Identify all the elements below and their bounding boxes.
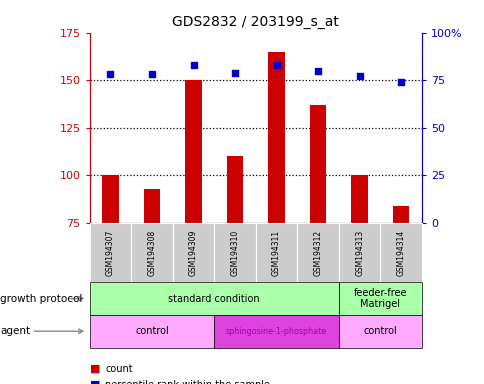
Text: standard condition: standard condition (168, 293, 259, 304)
Text: GSM194311: GSM194311 (272, 229, 281, 276)
Text: GSM194314: GSM194314 (396, 229, 405, 276)
Text: control: control (363, 326, 396, 336)
Text: GSM194309: GSM194309 (189, 229, 197, 276)
Point (106, 71, 114, 78)
Text: ■: ■ (90, 364, 100, 374)
Text: GSM194308: GSM194308 (147, 229, 156, 276)
Bar (392, 205, 408, 223)
Text: sphingosine-1-phosphate: sphingosine-1-phosphate (226, 327, 327, 336)
Point (396, 79, 404, 85)
Text: GSM194307: GSM194307 (106, 229, 115, 276)
Title: GDS2832 / 203199_s_at: GDS2832 / 203199_s_at (172, 15, 339, 29)
Point (189, 62, 197, 68)
Text: count: count (105, 364, 133, 374)
Point (231, 70, 239, 76)
Point (355, 73, 363, 79)
Text: ■: ■ (90, 380, 100, 384)
Bar (268, 51, 284, 223)
Bar (309, 105, 326, 223)
Text: agent: agent (0, 326, 30, 336)
Text: control: control (135, 326, 168, 336)
Text: GSM194310: GSM194310 (230, 229, 239, 276)
Bar (143, 189, 160, 223)
Text: feeder-free
Matrigel: feeder-free Matrigel (353, 288, 407, 310)
Text: growth protocol: growth protocol (0, 293, 82, 304)
Point (148, 71, 155, 78)
Bar (350, 175, 367, 223)
Bar (102, 175, 119, 223)
Bar (227, 156, 243, 223)
Bar (185, 80, 201, 223)
Point (314, 68, 321, 74)
Text: GSM194313: GSM194313 (354, 229, 363, 276)
Text: GSM194312: GSM194312 (313, 229, 322, 276)
Point (272, 62, 280, 68)
Text: percentile rank within the sample: percentile rank within the sample (105, 380, 270, 384)
